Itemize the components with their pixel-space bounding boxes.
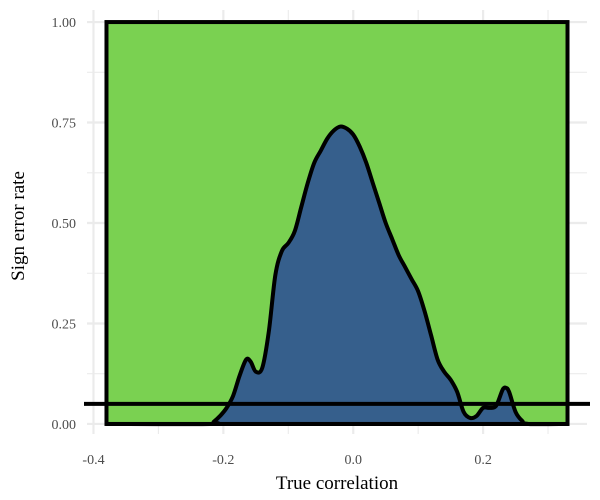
- region-border: [104, 20, 570, 426]
- y-tick-label: 0.00: [52, 418, 77, 433]
- y-tick-label: 1.00: [52, 16, 77, 31]
- x-tick-label: -0.2: [212, 453, 234, 468]
- y-axis-ticks: 0.00 0.25 0.50 0.75 1.00: [52, 16, 77, 433]
- y-axis-title: Sign error rate: [8, 171, 29, 281]
- x-tick-label: 0.2: [474, 453, 492, 468]
- x-tick-label: 0.0: [344, 453, 362, 468]
- x-axis-title: True correlation: [276, 473, 399, 494]
- density-area: [104, 124, 570, 427]
- x-axis-ticks: -0.4 -0.2 0.0 0.2: [82, 453, 491, 468]
- x-tick-label: -0.4: [82, 453, 104, 468]
- y-tick-label: 0.25: [52, 317, 77, 332]
- y-tick-label: 0.75: [52, 117, 77, 132]
- y-tick-label: 0.50: [52, 217, 77, 232]
